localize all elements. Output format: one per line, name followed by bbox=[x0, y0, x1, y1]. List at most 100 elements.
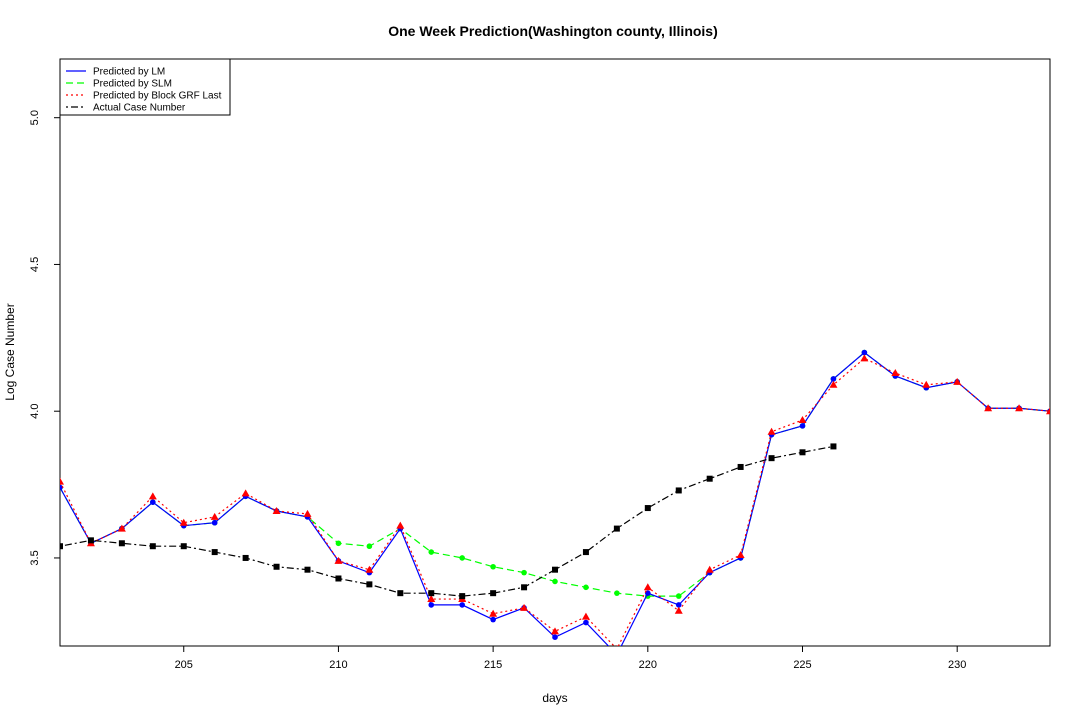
data-point bbox=[211, 549, 218, 556]
y-tick-label: 5.0 bbox=[29, 110, 41, 125]
data-point bbox=[521, 584, 528, 591]
data-point bbox=[674, 606, 683, 614]
data-point bbox=[489, 609, 498, 617]
data-point bbox=[334, 556, 343, 564]
data-point bbox=[861, 349, 868, 356]
data-point bbox=[860, 354, 869, 362]
data-point bbox=[984, 404, 993, 412]
data-point bbox=[891, 369, 900, 377]
legend-label: Predicted by SLM bbox=[93, 79, 172, 90]
x-tick-label: 210 bbox=[329, 659, 347, 671]
legend-box bbox=[59, 58, 231, 116]
data-point bbox=[365, 565, 374, 573]
y-axis-label: Log Case Number bbox=[3, 303, 17, 400]
data-point bbox=[179, 518, 188, 526]
data-point bbox=[520, 603, 529, 611]
data-point bbox=[521, 569, 527, 576]
series-predicted-by-slm bbox=[60, 349, 1050, 599]
data-point bbox=[1046, 407, 1050, 415]
data-point bbox=[335, 540, 342, 547]
data-point bbox=[675, 593, 682, 599]
data-point bbox=[87, 537, 94, 544]
data-point bbox=[675, 487, 682, 494]
data-point bbox=[1015, 404, 1024, 412]
data-point bbox=[148, 492, 157, 500]
x-tick-label: 225 bbox=[793, 659, 811, 671]
data-point bbox=[552, 578, 558, 585]
data-point bbox=[583, 619, 589, 626]
data-point bbox=[767, 427, 776, 435]
data-point bbox=[922, 380, 931, 388]
legend-label: Actual Case Number bbox=[93, 103, 186, 114]
y-tick-label: 4.0 bbox=[29, 404, 41, 419]
data-point bbox=[736, 551, 745, 559]
data-point bbox=[272, 506, 281, 514]
data-point bbox=[459, 593, 466, 600]
data-point bbox=[830, 443, 837, 450]
data-point bbox=[149, 543, 156, 550]
data-point bbox=[829, 380, 838, 388]
legend-item: Predicted by Block GRF Last bbox=[66, 91, 222, 102]
data-point bbox=[675, 602, 682, 608]
data-point bbox=[706, 475, 713, 482]
x-tick-label: 220 bbox=[639, 659, 657, 671]
data-point bbox=[366, 543, 373, 550]
data-point bbox=[366, 581, 373, 588]
data-point bbox=[643, 583, 652, 591]
data-point bbox=[427, 595, 436, 603]
x-axis: 205 210 215 220 225 230 bbox=[175, 646, 966, 671]
legend-label: Predicted by Block GRF Last bbox=[93, 91, 222, 102]
data-point bbox=[242, 554, 249, 561]
series-line bbox=[60, 351, 1050, 597]
series-actual-case-number bbox=[60, 443, 837, 600]
data-point bbox=[799, 449, 806, 456]
data-point bbox=[459, 602, 465, 608]
legend-item: Actual Case Number bbox=[66, 103, 186, 114]
data-point bbox=[273, 563, 280, 570]
series-predicted-by-lm bbox=[60, 349, 1050, 658]
data-point bbox=[60, 477, 64, 485]
data-point bbox=[210, 512, 219, 520]
y-tick-label: 4.5 bbox=[29, 257, 41, 272]
plot-frame bbox=[59, 58, 1051, 647]
data-point bbox=[830, 376, 837, 382]
data-point bbox=[303, 509, 312, 517]
data-point bbox=[397, 590, 404, 597]
data-point bbox=[459, 555, 465, 561]
data-point bbox=[428, 602, 435, 608]
series-line bbox=[60, 445, 834, 597]
data-point bbox=[644, 505, 651, 512]
data-point bbox=[645, 590, 651, 596]
data-point bbox=[490, 563, 496, 570]
data-point bbox=[396, 521, 405, 529]
data-point bbox=[428, 590, 435, 597]
data-point bbox=[60, 484, 63, 491]
series-line bbox=[60, 351, 1050, 646]
data-point bbox=[552, 634, 558, 640]
data-point bbox=[304, 566, 311, 573]
data-point bbox=[737, 463, 744, 470]
series-predicted-by-block-grf-last bbox=[60, 354, 1050, 646]
data-point bbox=[614, 652, 620, 658]
data-point bbox=[768, 455, 775, 462]
data-point bbox=[583, 584, 589, 591]
data-point bbox=[428, 549, 435, 555]
x-tick-label: 215 bbox=[484, 659, 502, 671]
data-point bbox=[798, 416, 807, 424]
series-layer bbox=[60, 349, 1050, 658]
data-point bbox=[953, 377, 962, 385]
y-axis: 3.5 4.0 4.5 5.0 bbox=[29, 110, 60, 566]
data-point bbox=[552, 566, 558, 573]
data-point bbox=[581, 612, 590, 620]
data-point bbox=[614, 590, 620, 596]
data-point bbox=[118, 540, 125, 547]
chart-title: One Week Prediction(Washington county, I… bbox=[388, 23, 718, 39]
x-tick-label: 230 bbox=[948, 659, 966, 671]
legend-item: Predicted by SLM bbox=[66, 79, 172, 90]
data-point bbox=[150, 499, 156, 505]
data-point bbox=[490, 590, 497, 597]
data-point bbox=[582, 549, 589, 556]
